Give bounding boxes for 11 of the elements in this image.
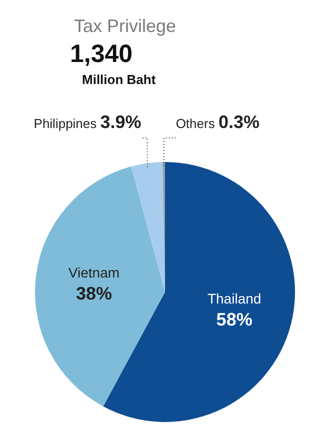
data-label: 38% <box>76 284 112 304</box>
slice-label: Philippines <box>34 116 100 131</box>
text: Million Baht <box>82 72 156 87</box>
slice-label: Vietnam <box>68 264 120 281</box>
data-label: 58% <box>216 310 252 330</box>
chart-title: Tax Privilege <box>74 16 176 37</box>
slice-label: Thailand <box>207 290 262 307</box>
data-label: 0.3% <box>218 112 260 132</box>
chart-subtitle: 1,340 <box>70 40 133 69</box>
slice-label: Others <box>176 116 218 131</box>
data-label: 3.9% <box>100 112 142 132</box>
